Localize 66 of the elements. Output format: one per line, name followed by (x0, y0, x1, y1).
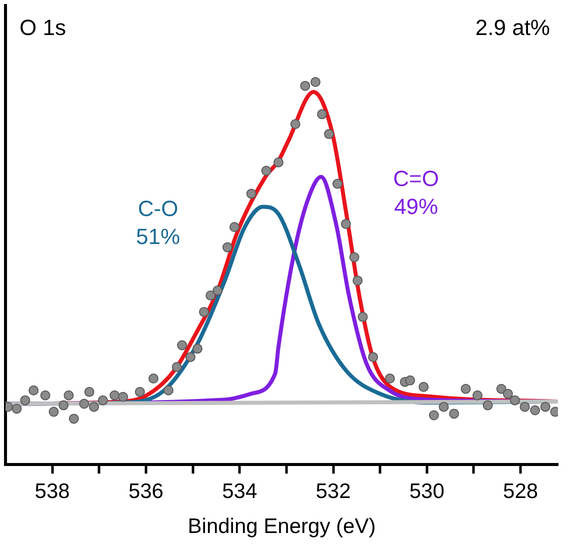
x-tick-label: 528 (503, 480, 538, 503)
point (110, 390, 120, 400)
point (199, 306, 210, 317)
point (84, 386, 94, 397)
x-axis-title: Binding Energy (eV) (188, 515, 376, 538)
point (177, 340, 188, 350)
point (349, 252, 360, 262)
point (28, 385, 39, 396)
point (68, 414, 79, 424)
point (449, 408, 460, 419)
point (273, 157, 284, 168)
point (88, 402, 99, 412)
x-tick-label: 532 (316, 480, 351, 503)
point (418, 382, 429, 392)
point (428, 410, 439, 420)
x-tick-label: 534 (222, 480, 258, 503)
point (460, 384, 471, 394)
x-tick-label: 536 (128, 480, 164, 503)
text: 2.9 at% (475, 15, 550, 40)
point (502, 388, 513, 399)
point (98, 395, 108, 406)
point (482, 400, 493, 410)
point (185, 352, 196, 362)
point (148, 374, 158, 384)
point (352, 276, 363, 286)
point (64, 390, 74, 400)
point (192, 344, 202, 354)
point (438, 402, 449, 412)
point (530, 405, 540, 416)
point (510, 395, 520, 406)
point (332, 178, 342, 189)
point (358, 312, 368, 322)
point (540, 402, 550, 412)
point (229, 222, 240, 232)
point (206, 290, 216, 300)
point (405, 375, 416, 386)
point (324, 129, 334, 140)
x-tick-label: 538 (34, 480, 70, 503)
text: C-O 51% (136, 196, 180, 249)
point (12, 404, 22, 414)
point (79, 398, 90, 409)
point (368, 352, 378, 362)
point (300, 80, 310, 91)
point (317, 109, 328, 120)
point (520, 402, 530, 412)
point (172, 362, 182, 372)
point (472, 390, 482, 400)
point (384, 374, 395, 384)
point (212, 286, 223, 296)
point (163, 385, 174, 396)
x-tick-label: 530 (409, 480, 444, 503)
point (246, 188, 256, 199)
point (20, 395, 30, 406)
text: O 1s (20, 15, 66, 40)
point (261, 166, 272, 176)
point (48, 406, 59, 417)
point (310, 77, 320, 88)
point (58, 400, 69, 410)
text: C=O 49% (393, 166, 440, 219)
point (340, 218, 351, 229)
point (118, 392, 128, 402)
point (40, 390, 50, 400)
point (134, 386, 145, 397)
point (496, 384, 506, 394)
point (290, 119, 300, 130)
point (222, 242, 232, 252)
